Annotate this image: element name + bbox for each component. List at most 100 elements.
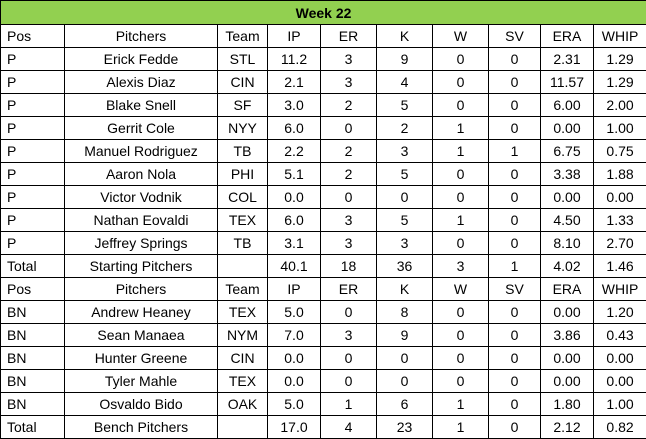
- cell-pos: P: [0, 208, 65, 232]
- cell-k: 5: [376, 162, 433, 186]
- cell-er: ER: [320, 24, 377, 48]
- cell-whip: 1.33: [592, 208, 646, 232]
- cell-era: 3.86: [540, 323, 594, 347]
- cell-team: CIN: [217, 70, 268, 94]
- cell-k: K: [376, 277, 433, 301]
- cell-ip: IP: [267, 277, 321, 301]
- cell-whip: 2.00: [592, 93, 646, 117]
- cell-era: 0.00: [540, 346, 594, 370]
- cell-team: SF: [217, 93, 268, 117]
- cell-pos: P: [0, 139, 65, 163]
- header-row-starting: Pos Pitchers Team IP ER K W SV ERA WHIP: [0, 24, 646, 48]
- cell-era: 8.10: [540, 231, 594, 255]
- cell-team: TEX: [217, 300, 268, 324]
- cell-er: 3: [320, 208, 377, 232]
- cell-pos: BN: [0, 346, 65, 370]
- cell-whip: 1.00: [592, 116, 646, 140]
- cell-era: 3.38: [540, 162, 594, 186]
- cell-ip: 17.0: [267, 415, 321, 439]
- cell-sv: SV: [488, 24, 541, 48]
- cell-team: Team: [217, 24, 268, 48]
- cell-team: PHI: [217, 162, 268, 186]
- cell-pos: P: [0, 70, 65, 94]
- cell-pitchers: Hunter Greene: [64, 346, 218, 370]
- cell-whip: 2.70: [592, 231, 646, 255]
- cell-pitchers: Gerrit Cole: [64, 116, 218, 140]
- cell-ip: 40.1: [267, 254, 321, 278]
- cell-sv: 0: [488, 231, 541, 255]
- cell-sv: 0: [488, 162, 541, 186]
- cell-ip: 7.0: [267, 323, 321, 347]
- cell-era: 4.02: [540, 254, 594, 278]
- table-row: P Aaron Nola PHI 5.1 2 5 0 0 3.38 1.88: [0, 162, 646, 186]
- cell-k: 9: [376, 47, 433, 71]
- cell-w: 1: [432, 415, 489, 439]
- cell-era: 4.50: [540, 208, 594, 232]
- cell-whip: 0.82: [592, 415, 646, 439]
- cell-sv: 0: [488, 185, 541, 209]
- cell-pos: P: [0, 162, 65, 186]
- cell-er: ER: [320, 277, 377, 301]
- cell-whip: 0.43: [592, 323, 646, 347]
- cell-team: OAK: [217, 392, 268, 416]
- cell-ip: 0.0: [267, 369, 321, 393]
- cell-whip: 1.29: [592, 47, 646, 71]
- cell-k: 2: [376, 116, 433, 140]
- cell-sv: 0: [488, 392, 541, 416]
- cell-k: 0: [376, 346, 433, 370]
- cell-sv: 0: [488, 300, 541, 324]
- cell-w: 0: [432, 185, 489, 209]
- cell-whip: WHIP: [592, 24, 646, 48]
- cell-sv: 0: [488, 47, 541, 71]
- cell-pos: P: [0, 185, 65, 209]
- cell-sv: SV: [488, 277, 541, 301]
- cell-er: 3: [320, 231, 377, 255]
- cell-ip: 3.0: [267, 93, 321, 117]
- cell-er: 0: [320, 369, 377, 393]
- cell-pitchers: Starting Pitchers: [64, 254, 218, 278]
- cell-w: 0: [432, 47, 489, 71]
- cell-sv: 0: [488, 208, 541, 232]
- cell-w: 0: [432, 93, 489, 117]
- cell-sv: 0: [488, 369, 541, 393]
- cell-ip: 11.2: [267, 47, 321, 71]
- table-row: BN Andrew Heaney TEX 5.0 0 8 0 0 0.00 1.20: [0, 300, 646, 324]
- cell-w: 0: [432, 231, 489, 255]
- cell-sv: 1: [488, 254, 541, 278]
- cell-whip: 0.75: [592, 139, 646, 163]
- cell-er: 3: [320, 323, 377, 347]
- cell-k: 8: [376, 300, 433, 324]
- cell-whip: 0.00: [592, 346, 646, 370]
- cell-pitchers: Osvaldo Bido: [64, 392, 218, 416]
- cell-era: 6.00: [540, 93, 594, 117]
- cell-team: TB: [217, 139, 268, 163]
- cell-er: 4: [320, 415, 377, 439]
- cell-pitchers: Alexis Diaz: [64, 70, 218, 94]
- cell-k: 5: [376, 93, 433, 117]
- table-row: P Jeffrey Springs TB 3.1 3 3 0 0 8.10 2.70: [0, 231, 646, 255]
- cell-team: STL: [217, 47, 268, 71]
- total-row-starting: Total Starting Pitchers 40.1 18 36 3 1 4.02 1.46: [0, 254, 646, 278]
- cell-pos: P: [0, 47, 65, 71]
- cell-er: 0: [320, 346, 377, 370]
- cell-sv: 0: [488, 323, 541, 347]
- cell-era: ERA: [540, 277, 594, 301]
- cell-whip: 0.00: [592, 369, 646, 393]
- cell-sv: 0: [488, 93, 541, 117]
- table-row: P Manuel Rodriguez TB 2.2 2 3 1 1 6.75 0.75: [0, 139, 646, 163]
- cell-w: 1: [432, 392, 489, 416]
- cell-era: 6.75: [540, 139, 594, 163]
- cell-er: 3: [320, 47, 377, 71]
- cell-pitchers: Andrew Heaney: [64, 300, 218, 324]
- cell-pos: Pos: [0, 277, 65, 301]
- cell-whip: 1.88: [592, 162, 646, 186]
- cell-sv: 1: [488, 139, 541, 163]
- cell-team: Team: [217, 277, 268, 301]
- cell-pitchers: Aaron Nola: [64, 162, 218, 186]
- table-row: BN Tyler Mahle TEX 0.0 0 0 0 0 0.00 0.00: [0, 369, 646, 393]
- cell-pos: BN: [0, 392, 65, 416]
- cell-pitchers: Jeffrey Springs: [64, 231, 218, 255]
- cell-whip: WHIP: [592, 277, 646, 301]
- cell-era: ERA: [540, 24, 594, 48]
